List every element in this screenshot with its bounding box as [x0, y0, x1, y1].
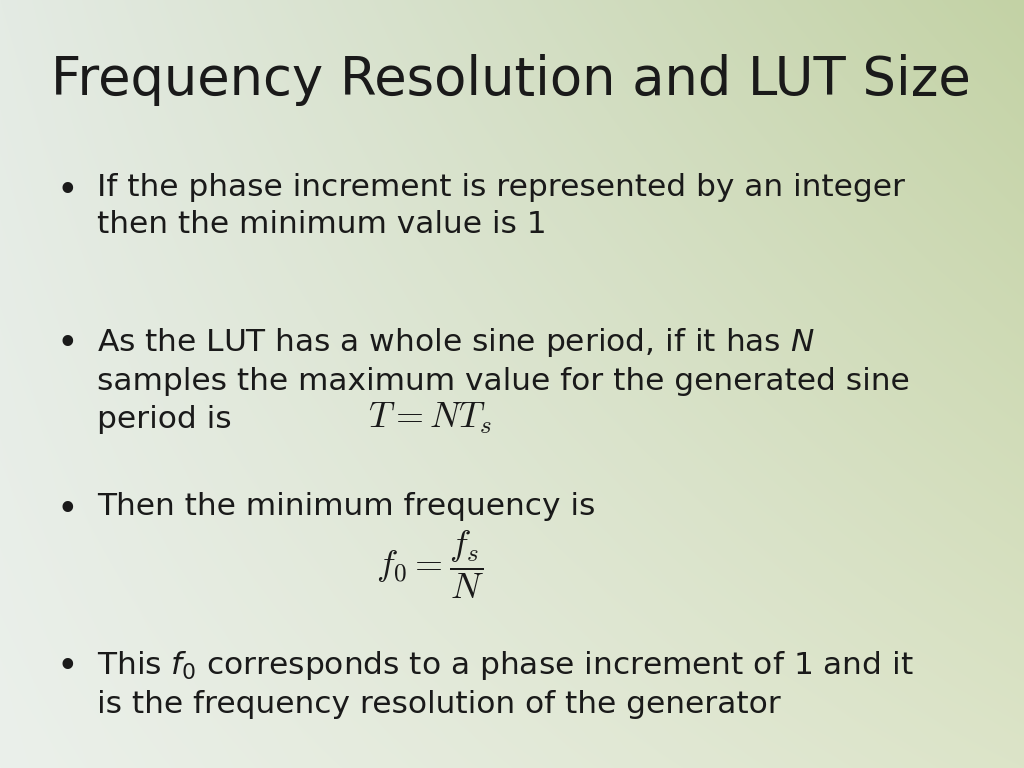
Text: •: •	[56, 649, 78, 686]
Text: Frequency Resolution and LUT Size: Frequency Resolution and LUT Size	[51, 54, 971, 106]
Text: Then the minimum frequency is: Then the minimum frequency is	[97, 492, 596, 521]
Text: $T = NT_s$: $T = NT_s$	[368, 401, 493, 436]
Text: •: •	[56, 492, 78, 528]
Text: $f_0 = \dfrac{f_s}{N}$: $f_0 = \dfrac{f_s}{N}$	[376, 528, 484, 601]
Text: •: •	[56, 173, 78, 210]
Text: If the phase increment is represented by an integer
then the minimum value is 1: If the phase increment is represented by…	[97, 173, 905, 239]
Text: This $f_0$ corresponds to a phase increment of 1 and it
is the frequency resolut: This $f_0$ corresponds to a phase increm…	[97, 649, 914, 719]
Text: As the LUT has a whole sine period, if it has $N$
samples the maximum value for : As the LUT has a whole sine period, if i…	[97, 326, 910, 433]
Text: •: •	[56, 326, 78, 363]
